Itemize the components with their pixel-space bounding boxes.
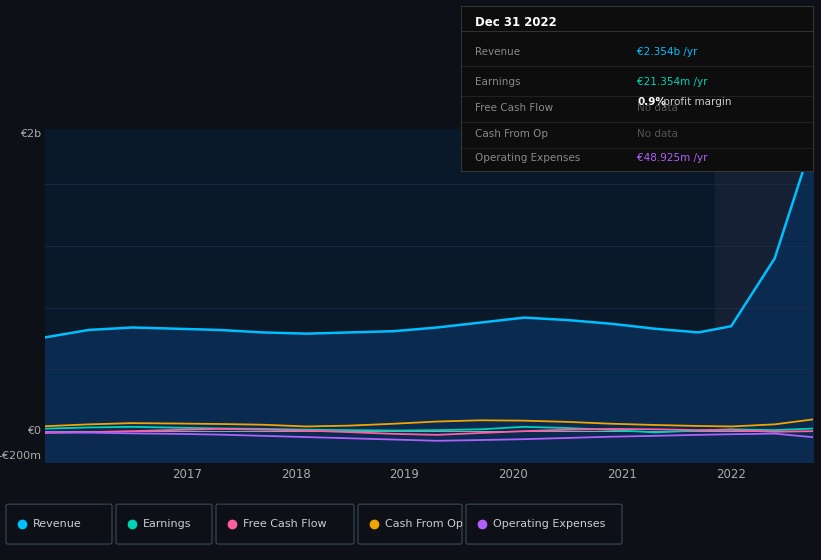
Text: -€200m: -€200m (0, 451, 41, 461)
Text: Revenue: Revenue (475, 47, 521, 57)
Text: No data: No data (637, 129, 678, 139)
Text: €0: €0 (27, 426, 41, 436)
Text: profit margin: profit margin (660, 97, 732, 108)
Text: No data: No data (637, 103, 678, 113)
Text: Free Cash Flow: Free Cash Flow (243, 519, 327, 529)
FancyBboxPatch shape (6, 504, 112, 544)
FancyBboxPatch shape (358, 504, 462, 544)
Text: Cash From Op: Cash From Op (385, 519, 463, 529)
Text: Operating Expenses: Operating Expenses (475, 153, 580, 164)
FancyBboxPatch shape (466, 504, 622, 544)
Text: Operating Expenses: Operating Expenses (493, 519, 605, 529)
FancyBboxPatch shape (116, 504, 212, 544)
Bar (715, 129, 813, 462)
Text: Revenue: Revenue (33, 519, 82, 529)
FancyBboxPatch shape (216, 504, 354, 544)
Text: €48.925m /yr: €48.925m /yr (637, 153, 708, 164)
Text: €21.354m /yr: €21.354m /yr (637, 77, 708, 87)
Text: Cash From Op: Cash From Op (475, 129, 548, 139)
Text: Dec 31 2022: Dec 31 2022 (475, 16, 557, 29)
Text: Free Cash Flow: Free Cash Flow (475, 103, 553, 113)
Text: €2.354b /yr: €2.354b /yr (637, 47, 698, 57)
Text: €2b: €2b (21, 129, 41, 139)
Text: Earnings: Earnings (475, 77, 521, 87)
Text: Earnings: Earnings (143, 519, 191, 529)
Text: 0.9%: 0.9% (637, 97, 666, 108)
